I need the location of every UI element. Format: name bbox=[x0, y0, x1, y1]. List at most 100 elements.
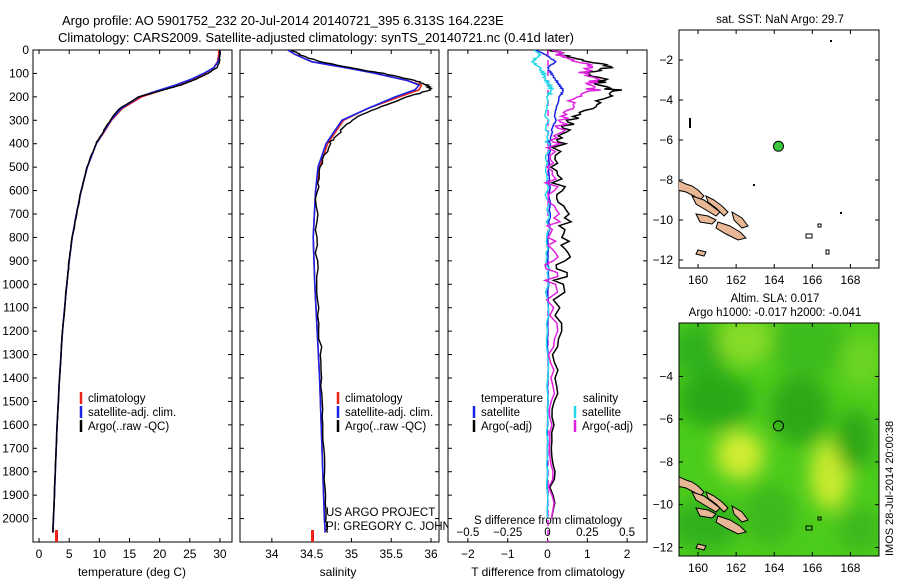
legend-s-satellite-label: satellite bbox=[582, 407, 621, 419]
map-y-tick-label: −8 bbox=[659, 173, 673, 187]
island-small bbox=[805, 525, 813, 531]
sla-high-patch bbox=[717, 323, 773, 365]
salinity-xlabel: salinity bbox=[320, 565, 357, 579]
x-tick-label: 35.5 bbox=[380, 547, 404, 561]
legend-t-argo-label: Argo(-adj) bbox=[481, 421, 532, 433]
y-tick-label: 500 bbox=[9, 160, 29, 174]
sla-high-patch bbox=[840, 334, 879, 390]
y-tick-label: 900 bbox=[9, 254, 29, 268]
map-y-tick-label: −4 bbox=[659, 369, 673, 383]
x-tick-label: 0 bbox=[544, 547, 551, 561]
y-tick-label: 100 bbox=[9, 66, 29, 80]
map-y-tick-label: −12 bbox=[653, 253, 674, 267]
t-difference-xlabel: T difference from climatology bbox=[471, 565, 625, 579]
island-new-georgia bbox=[695, 507, 717, 519]
salinity-satellite-line bbox=[287, 50, 421, 533]
island-small bbox=[805, 233, 813, 239]
y-tick-label: 0 bbox=[22, 43, 29, 57]
x-tick-label: 2 bbox=[624, 547, 631, 561]
legend-satellite-label: satellite-adj. clim. bbox=[88, 407, 176, 419]
x-tick-label: 1 bbox=[584, 547, 591, 561]
y-tick-label: 2000 bbox=[2, 512, 29, 526]
island-small bbox=[817, 223, 822, 228]
salinity-ticks: 34 34.5 35 35.5 36 bbox=[240, 49, 439, 561]
y-tick-label: 1100 bbox=[3, 301, 29, 315]
top-tick-label: 0.5 bbox=[619, 527, 635, 539]
y-tick-label: 1000 bbox=[2, 277, 29, 291]
legend-argo-label: Argo(..raw -QC) bbox=[345, 421, 426, 433]
argo-float-outline-marker bbox=[772, 420, 784, 432]
top-tick-label: −0.25 bbox=[493, 527, 522, 539]
sla-heatmap bbox=[679, 323, 879, 556]
s-satellite-difference-line bbox=[530, 50, 555, 519]
sla-map-title-1: Altim. SLA: 0.017 bbox=[731, 293, 820, 305]
sst-map-panel: sat. SST: NaN Argo: 29.7 160 162 164 166 168… bbox=[653, 14, 880, 287]
y-tick-label: 700 bbox=[9, 207, 29, 221]
island-santa-isabel bbox=[705, 195, 729, 217]
legend-climatology-label: climatology bbox=[345, 393, 403, 405]
island-guadalcanal bbox=[715, 515, 747, 535]
difference-panel: −2 −1 0 1 2 temperature satellite Argo(-adj)… bbox=[447, 49, 648, 579]
island-malaita bbox=[731, 210, 749, 229]
map-x-tick-label: 160 bbox=[688, 273, 708, 287]
sla-low-patch bbox=[838, 508, 879, 552]
island-malaita bbox=[731, 504, 749, 523]
project-annotation: US ARGO PROJECT bbox=[326, 507, 435, 519]
x-tick-label: 15 bbox=[123, 547, 137, 561]
title-line-2: Climatology: CARS2009. Satellite-adjuste… bbox=[58, 30, 574, 45]
map-x-tick-label: 166 bbox=[802, 561, 822, 575]
salinity-argo-line bbox=[290, 50, 434, 533]
y-tick-label: 1300 bbox=[2, 348, 29, 362]
y-tick-label: 1700 bbox=[2, 441, 29, 455]
legend-climatology-label: climatology bbox=[88, 393, 146, 405]
x-tick-label: 25 bbox=[183, 547, 197, 561]
map-y-tick-label: −8 bbox=[659, 455, 673, 469]
island-guadalcanal bbox=[715, 221, 747, 241]
map-x-tick-label: 160 bbox=[688, 561, 708, 575]
y-tick-label: 1500 bbox=[2, 394, 29, 408]
sla-low-patch bbox=[770, 375, 830, 445]
legend-salinity-title: salinity bbox=[583, 393, 618, 405]
difference-legend: temperature satellite Argo(-adj) salinit… bbox=[472, 393, 633, 433]
island-choiseul bbox=[691, 491, 721, 513]
sst-map-ticks: 160 162 164 166 168 −2 −4 −6 −8 −10 −12 bbox=[653, 30, 879, 287]
island-new-georgia bbox=[695, 213, 717, 225]
map-y-tick-label: −10 bbox=[653, 213, 674, 227]
map-y-tick-label: −12 bbox=[653, 540, 674, 554]
map-y-tick-label: −2 bbox=[659, 53, 673, 67]
island-small bbox=[817, 516, 822, 521]
y-tick-label: 200 bbox=[9, 90, 29, 104]
map-y-tick-label: −10 bbox=[653, 498, 674, 512]
map-y-tick-label: −6 bbox=[659, 412, 673, 426]
map-x-tick-label: 168 bbox=[840, 561, 860, 575]
difference-ticks: −2 −1 0 1 2 bbox=[448, 49, 647, 561]
sla-low-patch bbox=[679, 500, 740, 550]
island-san-cristobal bbox=[695, 543, 707, 551]
salinity-bottom-marker bbox=[311, 530, 314, 542]
temperature-panel: 0 5 10 15 20 25 300100200300400500600700800900… bbox=[2, 43, 233, 579]
temperature-axes-box bbox=[32, 49, 233, 543]
x-tick-label: 10 bbox=[93, 547, 107, 561]
map-y-tick-label: −6 bbox=[659, 133, 673, 147]
island-small bbox=[825, 249, 830, 255]
temperature-bottom-marker bbox=[55, 530, 58, 542]
legend-argo-label: Argo(..raw -QC) bbox=[88, 421, 169, 433]
map-y-tick-label: −4 bbox=[659, 93, 673, 107]
y-tick-label: 600 bbox=[9, 184, 29, 198]
island-san-cristobal bbox=[695, 249, 707, 257]
y-tick-label: 1800 bbox=[2, 465, 29, 479]
top-tick-label: 0.25 bbox=[576, 527, 598, 539]
sla-heatmap-field bbox=[679, 323, 879, 552]
map-x-tick-label: 164 bbox=[764, 561, 784, 575]
island-bougainville bbox=[679, 180, 705, 201]
map-x-tick-label: 162 bbox=[726, 273, 746, 287]
sla-map-panel: Altim. SLA: 0.017 Argo h1000: -0.017 h20… bbox=[653, 293, 880, 575]
x-tick-label: 34 bbox=[265, 547, 279, 561]
sla-map-title-2: Argo h1000: -0.017 h2000: -0.041 bbox=[689, 307, 862, 319]
sla-map-ticks: 160 162 164 166 168 −4 −6 −8 −10 −12 bbox=[653, 323, 879, 575]
y-tick-label: 1600 bbox=[2, 418, 29, 432]
sla-low-patch bbox=[770, 323, 850, 375]
s-difference-label: S difference from climatology bbox=[474, 515, 622, 527]
legend-temperature-title: temperature bbox=[481, 393, 543, 405]
